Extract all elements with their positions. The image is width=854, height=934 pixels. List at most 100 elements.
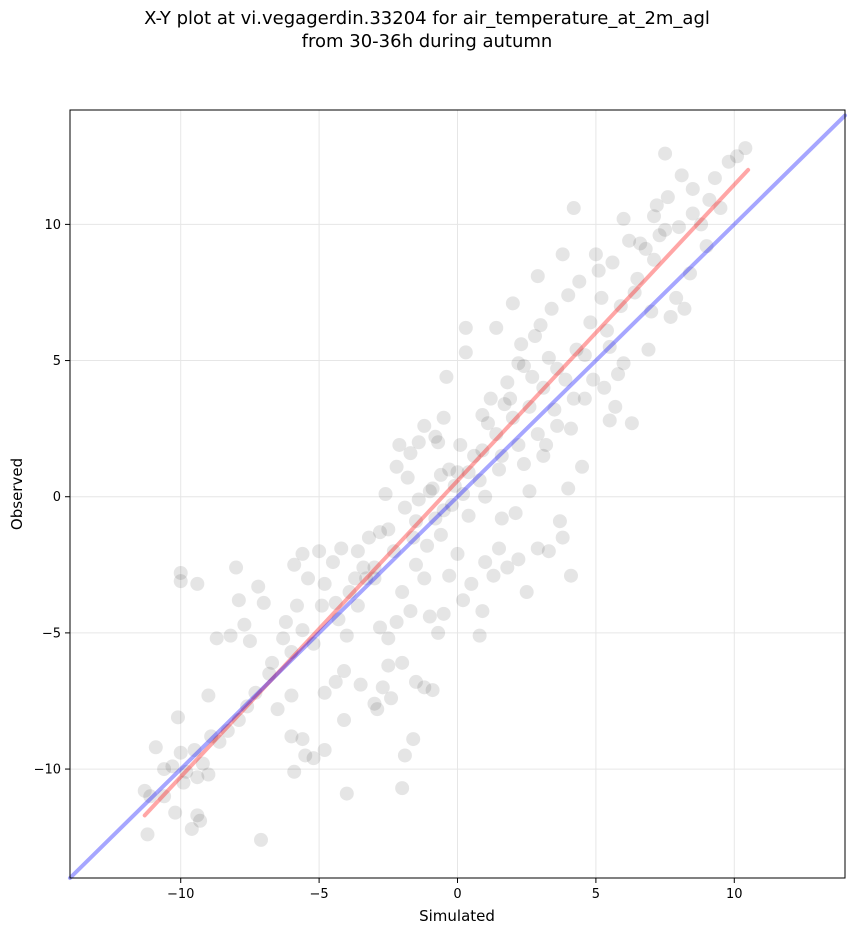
data-point xyxy=(536,448,551,463)
data-point xyxy=(295,732,310,747)
data-point xyxy=(367,696,382,711)
data-point xyxy=(456,593,471,608)
data-point xyxy=(516,359,531,373)
data-point xyxy=(652,228,667,243)
data-point xyxy=(552,514,567,529)
data-point xyxy=(334,541,349,556)
data-point xyxy=(602,413,617,428)
data-point xyxy=(721,154,736,169)
data-point xyxy=(677,301,692,316)
data-point xyxy=(367,560,382,575)
data-point xyxy=(461,465,476,480)
data-point xyxy=(248,685,263,700)
data-point xyxy=(528,329,542,344)
x-tick-label: 0 xyxy=(453,887,461,902)
data-point xyxy=(140,827,155,842)
data-point xyxy=(616,211,631,226)
data-point xyxy=(170,710,185,725)
data-point xyxy=(525,369,540,384)
data-point xyxy=(674,168,689,183)
data-point xyxy=(317,743,332,757)
x-tick-label: 5 xyxy=(592,887,600,902)
data-point xyxy=(229,560,244,575)
data-point xyxy=(220,723,235,738)
data-point xyxy=(262,666,277,681)
data-point xyxy=(522,484,537,499)
data-point xyxy=(627,285,642,300)
data-point xyxy=(563,421,578,436)
data-point xyxy=(658,222,673,237)
data-point xyxy=(494,511,509,526)
data-point xyxy=(658,146,673,161)
data-point xyxy=(594,290,609,305)
data-point xyxy=(613,299,628,314)
data-point xyxy=(325,555,340,570)
data-point xyxy=(519,585,534,600)
data-point xyxy=(212,734,227,749)
data-point xyxy=(339,786,354,801)
data-point xyxy=(381,658,396,673)
data-point xyxy=(408,557,423,572)
data-point xyxy=(204,729,219,744)
data-point xyxy=(395,781,410,796)
data-point xyxy=(713,201,728,216)
data-point xyxy=(173,745,188,760)
data-point xyxy=(483,391,498,406)
data-point xyxy=(475,604,490,619)
data-point xyxy=(453,437,468,452)
data-point xyxy=(284,688,299,703)
data-point xyxy=(384,691,399,706)
chart-title-line1: X-Y plot at vi.vegagerdin.33204 for air_… xyxy=(144,8,710,29)
data-point xyxy=(276,631,291,646)
data-point xyxy=(386,544,401,559)
data-point xyxy=(353,677,368,692)
data-point xyxy=(503,391,518,406)
data-point xyxy=(561,288,576,303)
data-point xyxy=(544,301,559,316)
data-point xyxy=(265,655,280,670)
data-point xyxy=(223,628,238,643)
data-point xyxy=(417,418,432,433)
y-tick-label: −5 xyxy=(42,626,61,641)
data-point xyxy=(176,775,191,790)
data-point xyxy=(536,380,551,395)
data-point xyxy=(184,821,199,836)
data-point xyxy=(541,544,556,559)
data-point xyxy=(489,427,504,442)
data-point xyxy=(456,487,471,501)
data-point xyxy=(602,339,617,354)
data-point xyxy=(566,201,581,216)
data-point xyxy=(492,462,507,477)
data-point xyxy=(370,702,385,717)
data-point xyxy=(555,247,570,262)
data-point xyxy=(533,318,548,333)
data-point xyxy=(633,236,648,251)
data-point xyxy=(547,402,562,417)
data-point xyxy=(644,304,659,319)
data-point xyxy=(378,487,393,501)
data-point xyxy=(444,497,459,512)
data-point xyxy=(730,149,745,164)
data-point xyxy=(685,206,700,221)
data-point xyxy=(492,541,507,556)
data-point xyxy=(480,416,495,431)
data-point xyxy=(201,688,216,703)
y-axis-label: Observed xyxy=(8,458,26,530)
data-point xyxy=(475,408,490,423)
x-axis-label: Simulated xyxy=(419,907,495,925)
data-point xyxy=(411,435,426,450)
data-point xyxy=(647,209,662,224)
data-point xyxy=(428,429,443,444)
data-point xyxy=(231,593,246,608)
data-point xyxy=(209,631,224,646)
data-point xyxy=(417,680,432,695)
data-point xyxy=(489,320,504,335)
data-point xyxy=(611,367,626,382)
data-point xyxy=(436,410,451,425)
data-point xyxy=(458,345,473,360)
data-point xyxy=(683,266,697,281)
data-point xyxy=(516,457,531,472)
x-tick-label: −5 xyxy=(310,887,329,902)
data-point xyxy=(190,808,205,823)
data-point xyxy=(165,759,180,774)
